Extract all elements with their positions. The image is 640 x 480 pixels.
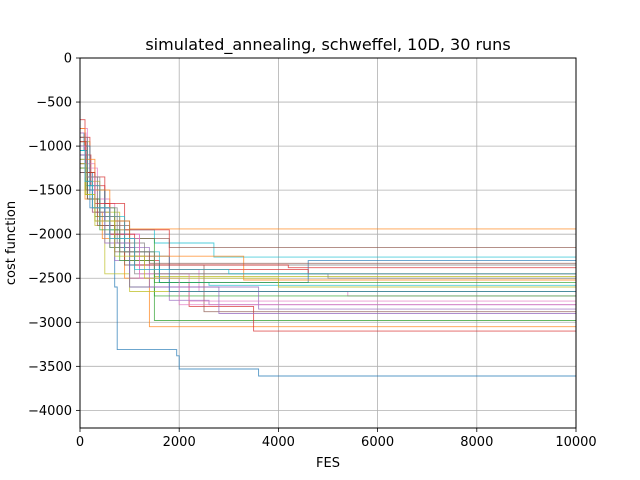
x-tick-label: 2000 (163, 435, 196, 450)
chart-title: simulated_annealing, schweffel, 10D, 30 … (145, 35, 510, 55)
y-tick-label: −2000 (28, 228, 72, 243)
x-tick-label: 8000 (460, 435, 493, 450)
series-line-run-28 (80, 136, 576, 279)
x-axis-label: FES (316, 456, 340, 471)
x-tick-label: 4000 (262, 435, 295, 450)
y-tick-label: −1500 (28, 184, 72, 199)
ticks: 0 2000 4000 6000 8000 10000 0 −500 −1000 −1500 −20… (28, 52, 597, 451)
y-tick-label: −3500 (28, 360, 72, 375)
x-tick-label: 6000 (361, 435, 394, 450)
y-tick-label: −1000 (28, 140, 72, 155)
plot-frame (79, 57, 577, 429)
y-tick-label: −2500 (28, 272, 72, 287)
x-tick-label: 10000 (555, 435, 596, 450)
series-group (80, 119, 577, 377)
y-tick-label: −3000 (28, 316, 72, 331)
y-tick-label: −500 (36, 96, 72, 111)
y-tick-label: −4000 (28, 404, 72, 419)
y-tick-label: 0 (64, 52, 72, 67)
y-axis-label: cost function (4, 201, 19, 285)
series-line-run-30 (80, 150, 576, 275)
x-tick-label: 0 (76, 435, 84, 450)
series-line-run-26 (80, 172, 576, 264)
